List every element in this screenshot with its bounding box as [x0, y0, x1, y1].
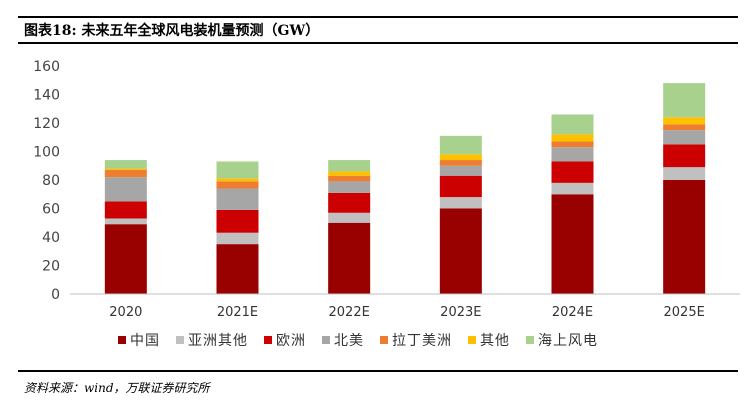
bar-segment: [551, 194, 594, 294]
bar-segment: [216, 209, 259, 233]
bar-segment: [328, 212, 371, 223]
legend-swatch: [526, 336, 534, 344]
bar-segment: [104, 218, 147, 225]
bar-segment: [216, 178, 259, 182]
bar-segment: [104, 168, 147, 171]
bar-segment: [551, 182, 594, 195]
legend-swatch: [468, 336, 476, 344]
legend-label: 中国: [130, 333, 160, 349]
bottom-rule: [18, 370, 738, 372]
bar-segment: [216, 232, 259, 245]
bar-segment: [328, 192, 371, 213]
y-tick-label: 80: [42, 173, 60, 189]
bar-segment: [439, 208, 482, 294]
y-tick-label: 140: [33, 88, 60, 104]
bar-segment: [216, 181, 259, 189]
legend-label: 北美: [334, 333, 364, 349]
bar-segment: [216, 188, 259, 210]
bar-segment: [663, 117, 706, 125]
x-tick-label: 2020: [109, 305, 142, 320]
bar-segment: [439, 165, 482, 176]
x-tick-label: 2024E: [552, 305, 593, 320]
y-tick-label: 20: [42, 259, 60, 275]
bar-segment: [104, 201, 147, 219]
x-tick-label: 2023E: [440, 305, 481, 320]
bar-segment: [104, 170, 147, 178]
x-tick-label: 2021E: [217, 305, 258, 320]
legend-label: 拉丁美洲: [392, 333, 452, 349]
y-tick-label: 100: [33, 145, 60, 161]
bar-segment: [328, 171, 371, 176]
top-rule: [18, 16, 738, 18]
bar-segment: [104, 160, 147, 169]
legend-label: 海上风电: [538, 333, 598, 349]
bar-segment: [328, 175, 371, 182]
bar-segment: [551, 161, 594, 183]
x-tick-label: 2025E: [664, 305, 705, 320]
bar-segment: [663, 130, 706, 145]
bar-segment: [663, 144, 706, 168]
bar-segment: [663, 180, 706, 294]
bar-segment: [663, 83, 706, 118]
legend-swatch: [380, 336, 388, 344]
bar-segment: [551, 141, 594, 148]
legend: 中国 亚洲其他 欧洲 北美 拉丁美洲 其他 海上风电: [118, 333, 598, 349]
legend-swatch: [264, 336, 272, 344]
bar-segment: [328, 181, 371, 193]
bar-segment: [439, 154, 482, 161]
bar-segment: [328, 222, 371, 294]
bars: [104, 83, 706, 294]
y-tick-label: 120: [33, 116, 60, 132]
source-note: 资料来源：wind，万联证券研究所: [24, 381, 210, 395]
legend-swatch: [176, 336, 184, 344]
bar-segment: [439, 135, 482, 155]
y-axis: 0 20 40 60 80 100 120 140 160: [33, 59, 60, 303]
bar-segment: [216, 161, 259, 179]
bar-segment: [551, 114, 594, 135]
legend-label: 亚洲其他: [188, 333, 248, 349]
figure-title: 图表18: 未来五年全球风电装机量预测（GW）: [24, 23, 320, 39]
x-axis: 2020 2021E 2022E 2023E 2024E 2025E: [109, 305, 705, 320]
legend-label: 其他: [480, 333, 510, 349]
bar-segment: [551, 147, 594, 162]
legend-label: 欧洲: [276, 333, 306, 349]
y-tick-label: 0: [51, 287, 60, 303]
bar-segment: [663, 124, 706, 131]
bar-segment: [216, 244, 259, 294]
y-tick-label: 40: [42, 230, 60, 246]
y-tick-label: 160: [33, 59, 60, 75]
legend-swatch: [322, 336, 330, 344]
x-tick-label: 2022E: [329, 305, 370, 320]
y-tick-label: 60: [42, 202, 60, 218]
bar-segment: [439, 160, 482, 166]
title-rule: [18, 42, 738, 44]
bar-segment: [663, 167, 706, 180]
bar-segment: [551, 134, 594, 142]
bar-segment: [439, 197, 482, 209]
legend-swatch: [118, 336, 126, 344]
bar-segment: [439, 175, 482, 198]
bar-segment: [104, 177, 147, 202]
bar-segment: [328, 160, 371, 172]
bar-segment: [104, 224, 147, 294]
